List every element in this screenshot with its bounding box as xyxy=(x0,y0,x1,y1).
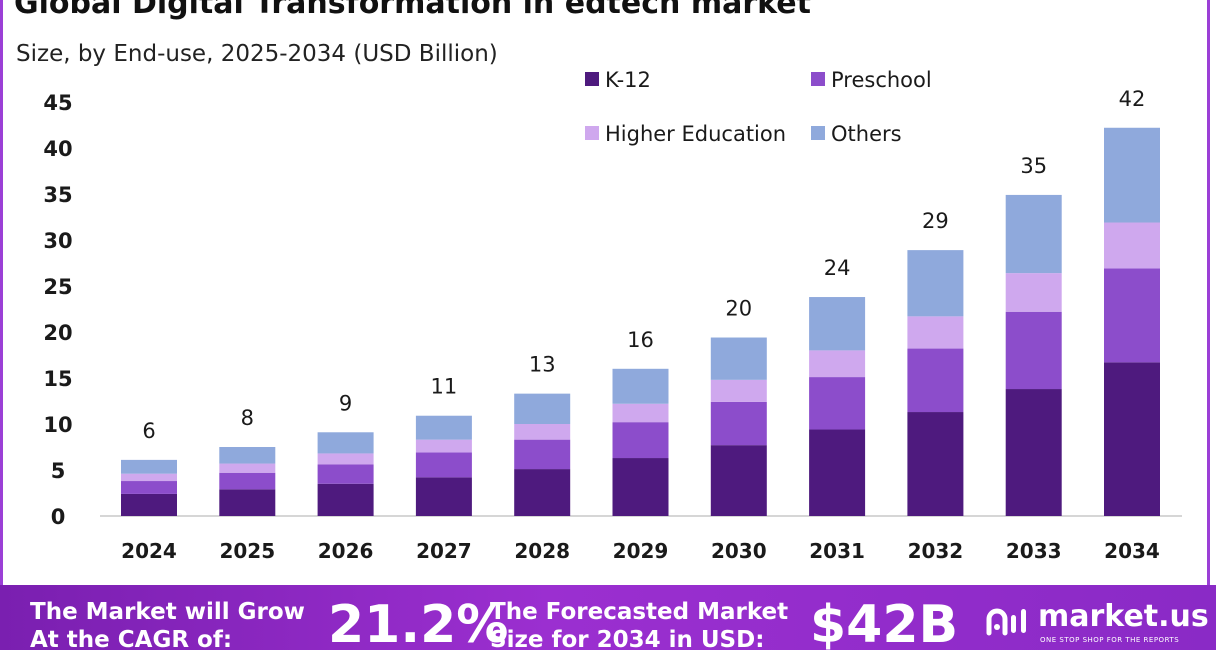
bar-segment-others xyxy=(1104,127,1160,223)
bar-segment-higher-education xyxy=(415,439,472,453)
market-us-logo-icon xyxy=(986,608,1026,636)
bar-segment-preschool xyxy=(1104,268,1160,363)
bar-segment-higher-education xyxy=(1104,222,1160,269)
legend-label: K-12 xyxy=(605,68,651,92)
bar-segment-k-12 xyxy=(415,477,472,516)
y-tick-label: 5 xyxy=(51,459,66,483)
bar-total-label: 16 xyxy=(627,328,654,352)
bar-total-label: 11 xyxy=(431,375,458,399)
bar-segment-others xyxy=(907,250,964,317)
y-tick-label: 20 xyxy=(43,321,72,345)
bar-segment-preschool xyxy=(1005,311,1062,390)
x-tick-label: 2029 xyxy=(613,539,669,563)
bar-segment-others xyxy=(612,368,669,404)
bar-segment-higher-education xyxy=(907,316,964,349)
bar-segment-higher-education xyxy=(1005,273,1062,312)
bar-segment-preschool xyxy=(121,481,177,494)
y-tick-label: 0 xyxy=(51,505,66,529)
y-tick-label: 30 xyxy=(43,229,72,253)
cagr-label-line2: At the CAGR of: xyxy=(30,627,233,650)
bar-total-label: 20 xyxy=(725,297,752,321)
bar-segment-others xyxy=(809,297,866,351)
bar-segment-others xyxy=(1005,194,1062,274)
y-tick-label: 40 xyxy=(43,137,72,161)
bar-segment-preschool xyxy=(219,472,276,490)
y-tick-label: 10 xyxy=(43,413,72,437)
bar-total-label: 13 xyxy=(529,353,556,377)
x-tick-label: 2027 xyxy=(416,539,472,563)
bar-segment-k-12 xyxy=(121,493,177,516)
bar-segment-others xyxy=(514,393,571,424)
y-tick-label: 15 xyxy=(43,367,72,391)
bar-segment-others xyxy=(710,337,767,380)
brand-tagline: ONE STOP SHOP FOR THE REPORTS xyxy=(1040,636,1180,644)
x-tick-label: 2030 xyxy=(711,539,767,563)
bar-total-label: 9 xyxy=(339,391,352,415)
bar-segment-preschool xyxy=(415,452,472,478)
legend-swatch xyxy=(811,72,825,86)
bar-segment-preschool xyxy=(612,422,669,459)
bar-segment-others xyxy=(121,459,177,474)
cagr-label-line1: The Market will Grow xyxy=(30,599,305,625)
bar-segment-k-12 xyxy=(1005,389,1062,516)
bar-total-label: 8 xyxy=(241,406,254,430)
legend-swatch xyxy=(811,126,825,140)
bar-segment-higher-education xyxy=(219,463,276,473)
x-tick-label: 2024 xyxy=(121,539,177,563)
bar-segment-higher-education xyxy=(317,453,374,465)
legend-label: Others xyxy=(831,122,902,146)
bar-segment-preschool xyxy=(710,401,767,446)
x-tick-label: 2034 xyxy=(1104,539,1160,563)
bar-total-label: 42 xyxy=(1119,87,1146,111)
bar-segment-others xyxy=(415,415,472,440)
bar-segment-others xyxy=(317,432,374,454)
bar-segment-k-12 xyxy=(612,458,669,516)
forecast-label-line1: The Forecasted Market xyxy=(490,599,789,625)
y-tick-label: 45 xyxy=(43,91,72,115)
legend-swatch xyxy=(585,72,599,86)
cagr-value: 21.2% xyxy=(328,595,509,650)
bar-segment-k-12 xyxy=(317,483,374,516)
bar-segment-higher-education xyxy=(514,424,571,440)
bar-segment-preschool xyxy=(809,377,866,430)
bar-segment-preschool xyxy=(907,348,964,413)
y-tick-label: 35 xyxy=(43,183,72,207)
bar-segment-k-12 xyxy=(1104,362,1160,516)
x-tick-label: 2032 xyxy=(908,539,964,563)
bar-segment-k-12 xyxy=(710,445,767,516)
brand-name: market.us xyxy=(1038,599,1209,634)
x-tick-label: 2025 xyxy=(219,539,275,563)
bar-segment-higher-education xyxy=(121,473,177,482)
bar-segment-preschool xyxy=(317,464,374,484)
bar-total-label: 29 xyxy=(922,209,949,233)
legend-label: Preschool xyxy=(831,68,932,92)
bar-segment-higher-education xyxy=(809,350,866,378)
forecast-label-line2: Size for 2034 in USD: xyxy=(490,627,765,650)
bar-segment-preschool xyxy=(514,439,571,470)
bar-total-label: 35 xyxy=(1020,154,1047,178)
x-tick-label: 2028 xyxy=(514,539,570,563)
forecast-value: $42B xyxy=(810,595,959,650)
x-tick-label: 2026 xyxy=(318,539,374,563)
chart-title: Global Digital Transformation in edtech … xyxy=(14,0,811,21)
x-tick-label: 2031 xyxy=(809,539,865,563)
bar-segment-k-12 xyxy=(907,412,964,516)
legend-swatch xyxy=(585,126,599,140)
stacked-bar-chart: 0510152025303540456202482025920261120271… xyxy=(43,68,1182,563)
bar-segment-higher-education xyxy=(710,379,767,402)
y-tick-label: 25 xyxy=(43,275,72,299)
chart-subtitle: Size, by End-use, 2025-2034 (USD Billion… xyxy=(16,41,498,67)
bar-segment-k-12 xyxy=(514,469,571,516)
x-tick-label: 2033 xyxy=(1006,539,1062,563)
chart-frame xyxy=(0,0,1210,585)
bar-total-label: 6 xyxy=(142,419,155,443)
legend-label: Higher Education xyxy=(605,122,786,146)
bar-segment-k-12 xyxy=(219,489,276,516)
bar-segment-k-12 xyxy=(809,429,866,516)
footer-banner: The Market will Grow At the CAGR of: 21.… xyxy=(0,585,1216,650)
bar-segment-higher-education xyxy=(612,403,669,423)
bar-segment-others xyxy=(219,447,276,464)
bar-total-label: 24 xyxy=(824,256,851,280)
